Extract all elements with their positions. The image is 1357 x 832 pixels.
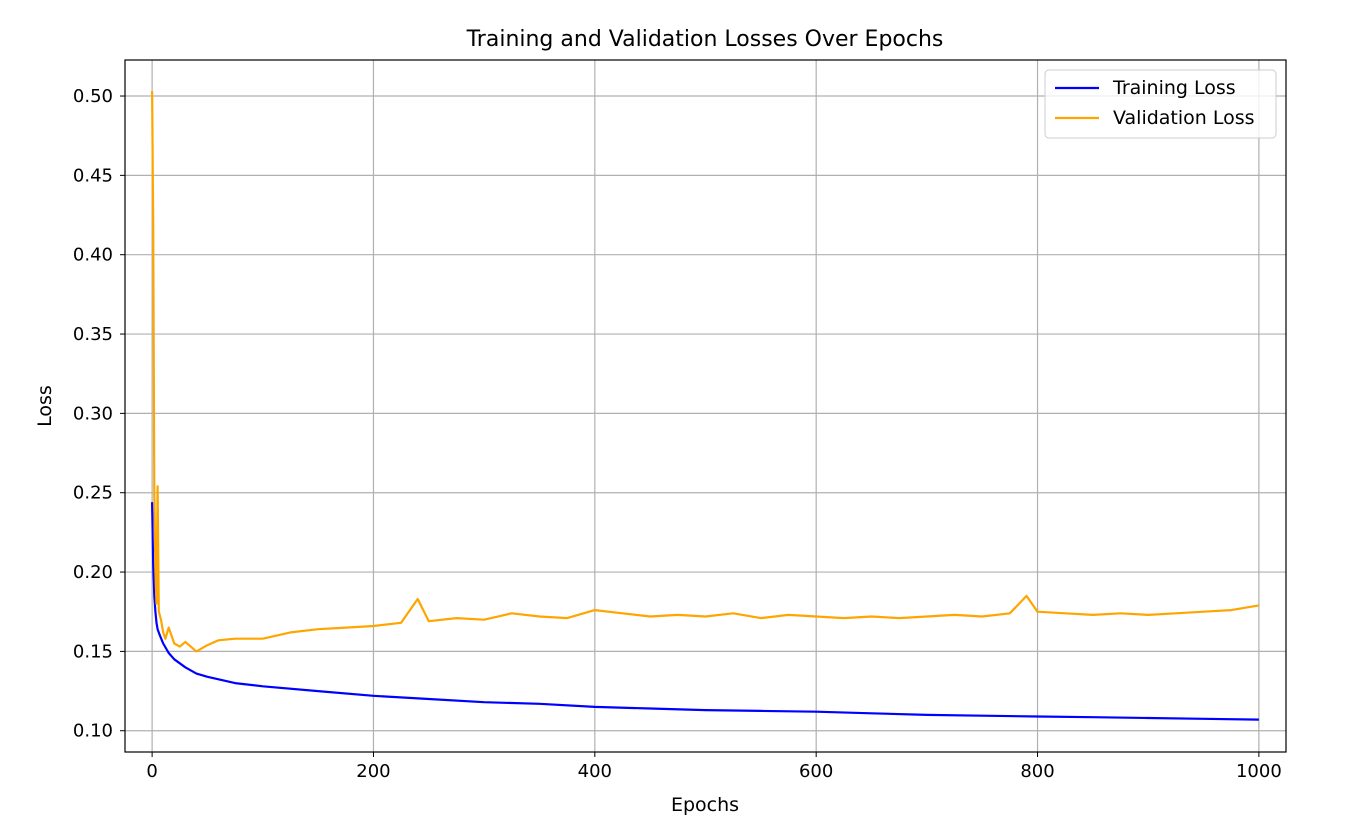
y-tick-label: 0.10 bbox=[73, 721, 113, 742]
grid bbox=[125, 60, 1286, 752]
training-loss-line bbox=[151, 502, 1259, 721]
x-tick-label: 600 bbox=[799, 761, 833, 782]
validation-loss-line bbox=[151, 91, 1260, 653]
series-layer bbox=[151, 91, 1260, 721]
x-axis-title: Epochs bbox=[671, 794, 739, 816]
legend-label-training: Training Loss bbox=[1112, 77, 1236, 99]
y-tick-label: 0.15 bbox=[73, 641, 113, 662]
legend-box bbox=[1044, 69, 1277, 139]
x-tick-label: 800 bbox=[1020, 761, 1054, 782]
y-tick-label: 0.20 bbox=[73, 562, 113, 583]
y-tick-label: 0.50 bbox=[73, 86, 113, 107]
y-axis-title: Loss bbox=[34, 385, 56, 427]
y-tick-label: 0.40 bbox=[73, 245, 113, 266]
chart-title: Training and Validation Losses Over Epoc… bbox=[466, 27, 944, 52]
legend-label-validation: Validation Loss bbox=[1113, 107, 1255, 129]
plot-frame bbox=[124, 59, 1287, 753]
ticks: 0 200 400 600 800 1000 0.10 0.15 0.20 0.25 0.30 0.3… bbox=[73, 86, 1282, 782]
x-tick-label: 0 bbox=[146, 761, 157, 782]
x-tick-label: 1000 bbox=[1236, 761, 1282, 782]
x-tick-label: 400 bbox=[578, 761, 612, 782]
y-tick-label: 0.45 bbox=[73, 165, 113, 186]
y-tick-label: 0.25 bbox=[73, 483, 113, 504]
legend: Training Loss Validation Loss bbox=[1044, 69, 1277, 139]
y-tick-label: 0.35 bbox=[73, 324, 113, 345]
x-tick-label: 200 bbox=[356, 761, 390, 782]
y-tick-label: 0.30 bbox=[73, 403, 113, 424]
